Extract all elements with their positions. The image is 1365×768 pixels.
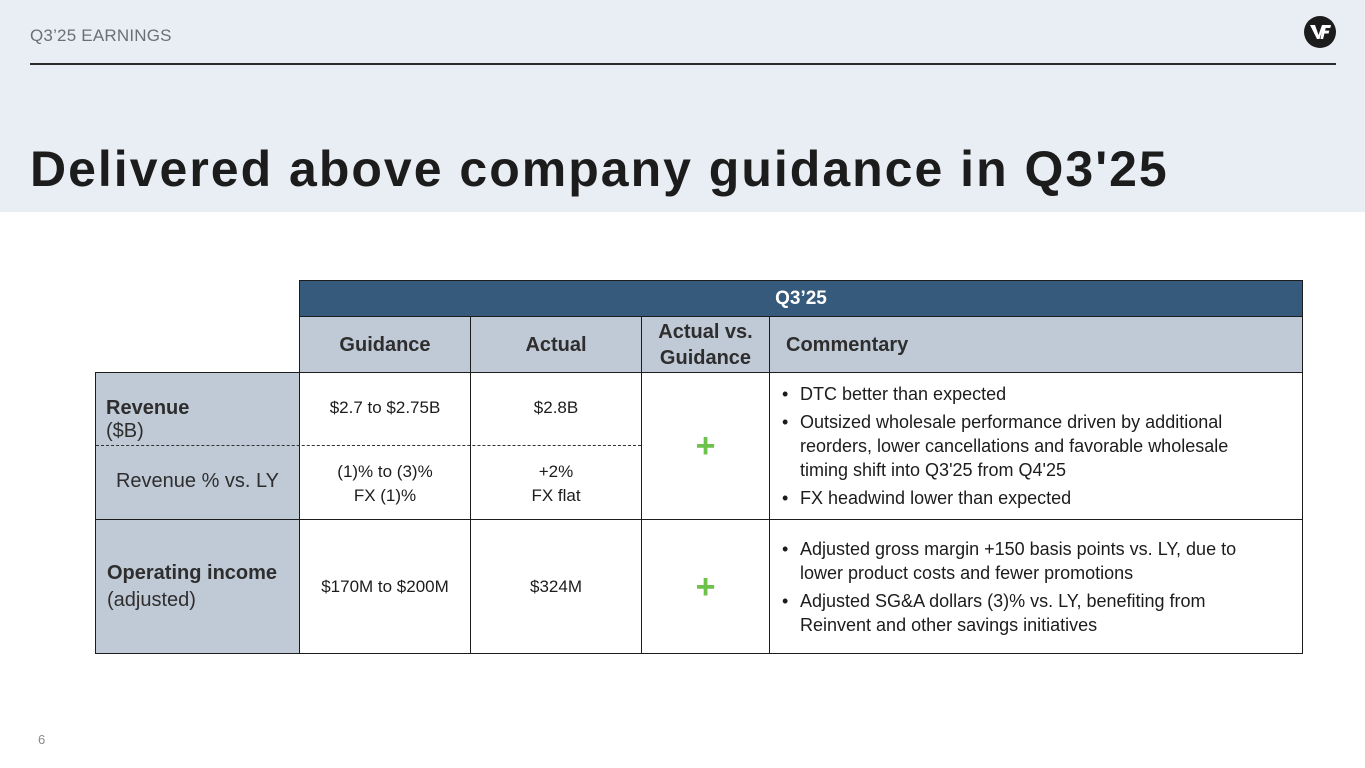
revenue-commentary-list: DTC better than expected Outsized wholes… — [782, 378, 1272, 514]
revenue-actual-cell — [470, 372, 642, 520]
column-header-actual: Actual — [470, 316, 642, 373]
commentary-bullet: FX headwind lower than expected — [782, 486, 1272, 510]
row-divider-dashed — [96, 445, 641, 446]
section-label: Q3’25 EARNINGS — [30, 26, 172, 45]
column-header-commentary: Commentary — [769, 316, 1303, 373]
row-label-operating-income: Operating income — [107, 561, 278, 584]
row-label-revenue-pct: Revenue % vs. LY — [115, 470, 280, 492]
revenue-guidance-cell — [299, 372, 471, 520]
commentary-bullet: DTC better than expected — [782, 382, 1272, 406]
revenue-vs-cell: + — [641, 372, 770, 520]
page-number: 6 — [38, 732, 46, 747]
title-band — [0, 0, 1365, 212]
operating-income-guidance-value: $170M to $200M — [299, 519, 471, 654]
row-header-operating-income: Operating income (adjusted) — [95, 519, 300, 654]
row-label-revenue-bold: Revenue — [106, 397, 190, 419]
revenue-pct-actual-line1: +2% — [538, 462, 574, 481]
commentary-bullet: Outsized wholesale performance driven by… — [782, 410, 1272, 482]
revenue-pct-guidance-line1: (1)% to (3)% — [337, 462, 433, 481]
revenue-guidance-value: $2.7 to $2.75B — [329, 398, 441, 417]
operating-income-commentary-cell: Adjusted gross margin +150 basis points … — [769, 519, 1303, 654]
revenue-actual-value: $2.8B — [533, 398, 579, 417]
row-label-operating-income-qualifier: (adjusted) — [107, 588, 196, 611]
operating-income-actual-value: $324M — [470, 519, 642, 654]
column-header-vs-line2: Guidance — [659, 346, 752, 369]
row-header-revenue-group — [95, 372, 300, 520]
operating-income-commentary-list: Adjusted gross margin +150 basis points … — [782, 533, 1272, 641]
revenue-pct-guidance-line2: FX (1)% — [353, 486, 417, 505]
column-header-vs-line1: Actual vs. — [658, 320, 753, 343]
plus-icon: + — [695, 567, 716, 606]
column-header-guidance: Guidance — [299, 316, 471, 373]
revenue-pct-actual-line2: FX flat — [531, 486, 581, 505]
commentary-bullet: Adjusted gross margin +150 basis points … — [782, 537, 1272, 585]
operating-income-vs-cell: + — [641, 519, 770, 654]
revenue-commentary-cell: DTC better than expected Outsized wholes… — [769, 372, 1303, 520]
column-header-actual-vs-guidance: Actual vs. Guidance — [641, 316, 770, 373]
row-label-revenue-unit: ($B) — [106, 420, 144, 442]
revenue-pct-actual-value: +2% FX flat — [470, 460, 642, 508]
header-divider — [30, 63, 1336, 65]
plus-icon: + — [695, 427, 716, 465]
commentary-bullet: Adjusted SG&A dollars (3)% vs. LY, benef… — [782, 589, 1272, 637]
page-title: Delivered above company guidance in Q3'2… — [30, 141, 1169, 197]
period-header: Q3’25 — [299, 280, 1303, 317]
row-label-revenue: Revenue ($B) — [106, 397, 189, 443]
revenue-pct-guidance-value: (1)% to (3)% FX (1)% — [299, 460, 471, 508]
vf-logo-icon — [1304, 16, 1336, 48]
